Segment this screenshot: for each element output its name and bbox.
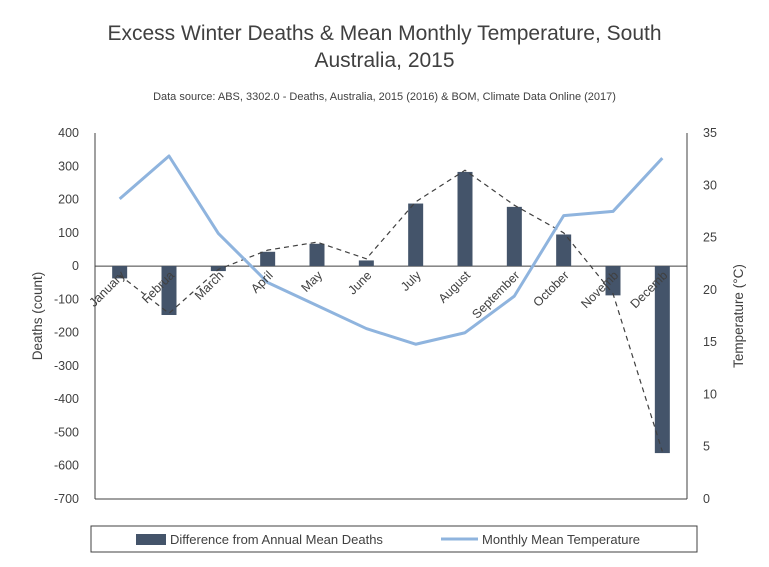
right-tick-label: 15	[703, 335, 717, 349]
left-tick-label: -200	[54, 326, 79, 340]
bar-september	[506, 206, 522, 267]
left-tick-label: 0	[72, 259, 79, 273]
dashed-trend-series	[119, 169, 663, 452]
bar-august	[457, 171, 473, 267]
left-tick-label: -100	[54, 292, 79, 306]
category-label: May	[299, 268, 326, 295]
left-tick-label: 100	[58, 226, 79, 240]
right-tick-label: 10	[703, 387, 717, 401]
right-tick-label: 30	[703, 178, 717, 192]
right-tick-label: 20	[703, 283, 717, 297]
temperature-series	[118, 154, 664, 346]
legend: Difference from Annual Mean Deaths Month…	[90, 525, 698, 553]
legend-bar-swatch	[136, 534, 166, 545]
category-label: August	[436, 268, 474, 306]
bar-july	[408, 203, 424, 267]
bar-october	[556, 234, 572, 267]
left-tick-label: -300	[54, 359, 79, 373]
bar-december	[654, 266, 670, 454]
right-tick-label: 25	[703, 231, 717, 245]
bar-may	[309, 243, 325, 267]
legend-line-label: Monthly Mean Temperature	[482, 532, 640, 547]
dashed-trend-line	[119, 169, 663, 452]
left-tick-label: -700	[54, 492, 79, 506]
bar-january	[112, 266, 128, 279]
right-tick-label: 35	[703, 126, 717, 140]
legend-bar-label: Difference from Annual Mean Deaths	[170, 532, 383, 547]
bar-november	[605, 266, 621, 296]
category-label: January	[86, 268, 128, 310]
bar-april	[260, 251, 276, 267]
category-label: April	[248, 268, 276, 296]
left-tick-label: 200	[58, 193, 79, 207]
left-axis-title: Deaths (count)	[30, 272, 45, 361]
left-axis-ticks: -700 -600 -500 -400 -300 -200 -100 0 100 200 300 40…	[54, 126, 79, 506]
bar-february	[161, 266, 177, 316]
left-tick-label: 300	[58, 159, 79, 173]
right-axis-title: Temperature (°C)	[731, 264, 746, 368]
temperature-line	[118, 154, 664, 346]
left-tick-label: -600	[54, 459, 79, 473]
right-axis-ticks: 0 5 10 15 20 25 30 35	[703, 126, 717, 506]
category-label: October	[530, 268, 571, 309]
category-label: July	[398, 268, 424, 294]
bar-june	[358, 260, 374, 267]
bar-march	[210, 266, 226, 272]
chart-title: Excess Winter Deaths & Mean Monthly Temp…	[107, 22, 662, 72]
right-tick-label: 0	[703, 492, 710, 506]
left-tick-label: -500	[54, 425, 79, 439]
plot-area	[94, 133, 688, 500]
legend-box	[90, 525, 698, 553]
right-tick-label: 5	[703, 440, 710, 454]
left-tick-label: -400	[54, 392, 79, 406]
left-tick-label: 400	[58, 126, 79, 140]
chart-subtitle: Data source: ABS, 3302.0 - Deaths, Austr…	[153, 91, 616, 103]
category-label: March	[192, 268, 226, 302]
bar-series	[112, 171, 670, 454]
category-label: June	[345, 268, 374, 297]
